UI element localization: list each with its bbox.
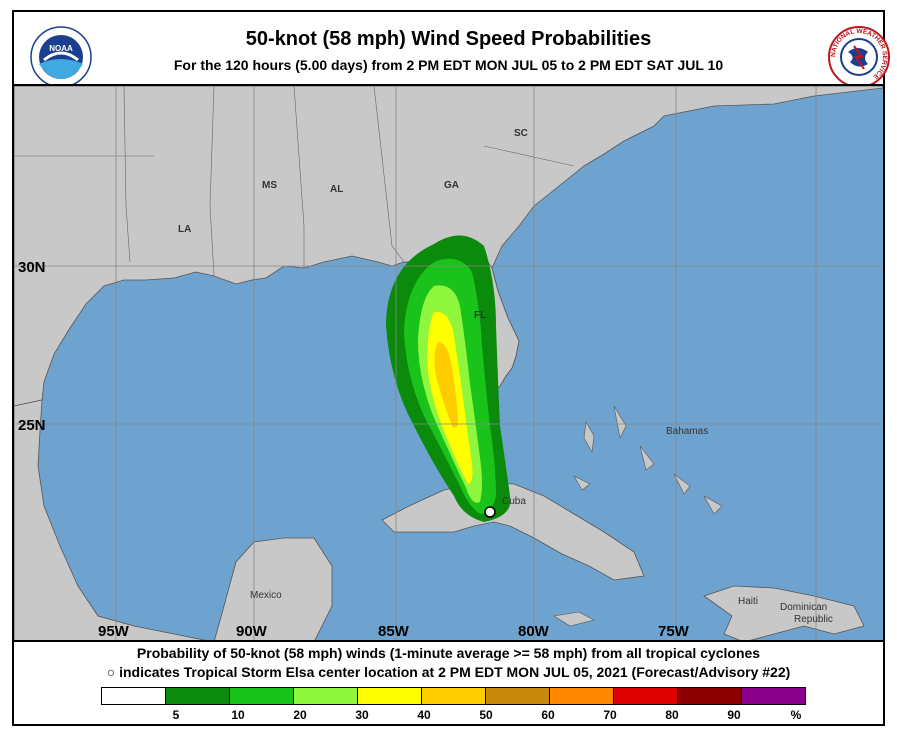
- legend-swatch-5: [421, 687, 486, 705]
- bahamas-islands: [573, 405, 723, 515]
- legend-label-5: 50: [479, 708, 493, 722]
- legend-label-8: 80: [665, 708, 679, 722]
- lon-label-85w: 85W: [378, 623, 410, 640]
- mexico-land: [14, 399, 207, 640]
- legend-swatch-0: [101, 687, 166, 705]
- legend-label-10: %: [790, 708, 802, 722]
- legend-swatch-3: [293, 687, 358, 705]
- lon-label-95w: 95W: [98, 623, 130, 640]
- lat-label-25n: 25N: [18, 417, 46, 434]
- place-label-haiti: Haiti: [738, 596, 758, 607]
- legend-label-2: 20: [293, 708, 307, 722]
- lat-lon-grid: [14, 86, 883, 640]
- state-label-ms: MS: [262, 180, 277, 191]
- page-subtitle: For the 120 hours (5.00 days) from 2 PM …: [173, 57, 724, 73]
- legend-label-1: 10: [231, 708, 245, 722]
- lon-label-90w: 90W: [236, 623, 268, 640]
- footer-storm-note-text: indicates Tropical Storm Elsa center loc…: [119, 664, 791, 680]
- legend-label-0: 5: [172, 708, 180, 722]
- place-label-dominican: Dominican: [780, 602, 827, 613]
- footer-storm-note: ○ indicates Tropical Storm Elsa center l…: [14, 664, 883, 680]
- header: NOAA 50-knot (58 mph) Wind Speed Probabi…: [14, 12, 890, 88]
- legend-swatch-8: [613, 687, 678, 705]
- map-canvas: 30N 25N 95W 90W 85W 80W 75W SC MS AL GA …: [14, 86, 883, 640]
- map-area: 30N 25N 95W 90W 85W 80W 75W SC MS AL GA …: [14, 84, 883, 642]
- legend-swatch-7: [549, 687, 614, 705]
- state-label-fl: FL: [474, 310, 486, 321]
- place-label-cuba: Cuba: [502, 496, 526, 507]
- page-title: 50-knot (58 mph) Wind Speed Probabilitie…: [245, 28, 652, 50]
- hispaniola-land: [703, 585, 865, 640]
- legend-swatch-2: [229, 687, 294, 705]
- legend-label-4: 40: [417, 708, 431, 722]
- legend-label-9: 90: [727, 708, 741, 722]
- place-label-mexico: Mexico: [250, 590, 282, 601]
- legend-swatch-6: [485, 687, 550, 705]
- storm-marker-glyph: ○: [106, 664, 116, 680]
- noaa-logo-text: NOAA: [49, 44, 73, 53]
- noaa-logo-icon: NOAA: [30, 26, 92, 88]
- yucatan-land: [214, 537, 333, 640]
- graphic-frame: NOAA 50-knot (58 mph) Wind Speed Probabi…: [12, 10, 890, 726]
- legend-swatch-4: [357, 687, 422, 705]
- legend-label-7: 70: [603, 708, 617, 722]
- storm-center-marker: [484, 506, 496, 518]
- state-label-la: LA: [178, 224, 191, 235]
- lon-label-75w: 75W: [658, 623, 690, 640]
- place-label-bahamas: Bahamas: [666, 426, 708, 437]
- probability-swath: [386, 235, 511, 522]
- state-label-al: AL: [330, 184, 343, 195]
- legend-label-3: 30: [355, 708, 369, 722]
- legend-label-6: 60: [541, 708, 555, 722]
- jamaica-land: [553, 611, 595, 627]
- legend-swatch-10: [741, 687, 806, 705]
- legend-swatch-1: [165, 687, 230, 705]
- state-label-ga: GA: [444, 180, 459, 191]
- footer: Probability of 50-knot (58 mph) winds (1…: [14, 642, 883, 726]
- legend-labels: 5 10 20 30 40 50 60 70 80 90%: [102, 708, 822, 724]
- legend-colorbar: [101, 687, 806, 705]
- nws-logo-icon: NATIONAL WEATHER SERVICE: [828, 26, 890, 88]
- state-label-sc: SC: [514, 128, 528, 139]
- footer-description: Probability of 50-knot (58 mph) winds (1…: [136, 645, 761, 661]
- lat-label-30n: 30N: [18, 259, 46, 276]
- place-label-republic: Republic: [794, 614, 833, 625]
- lon-label-80w: 80W: [518, 623, 550, 640]
- legend-swatch-9: [677, 687, 742, 705]
